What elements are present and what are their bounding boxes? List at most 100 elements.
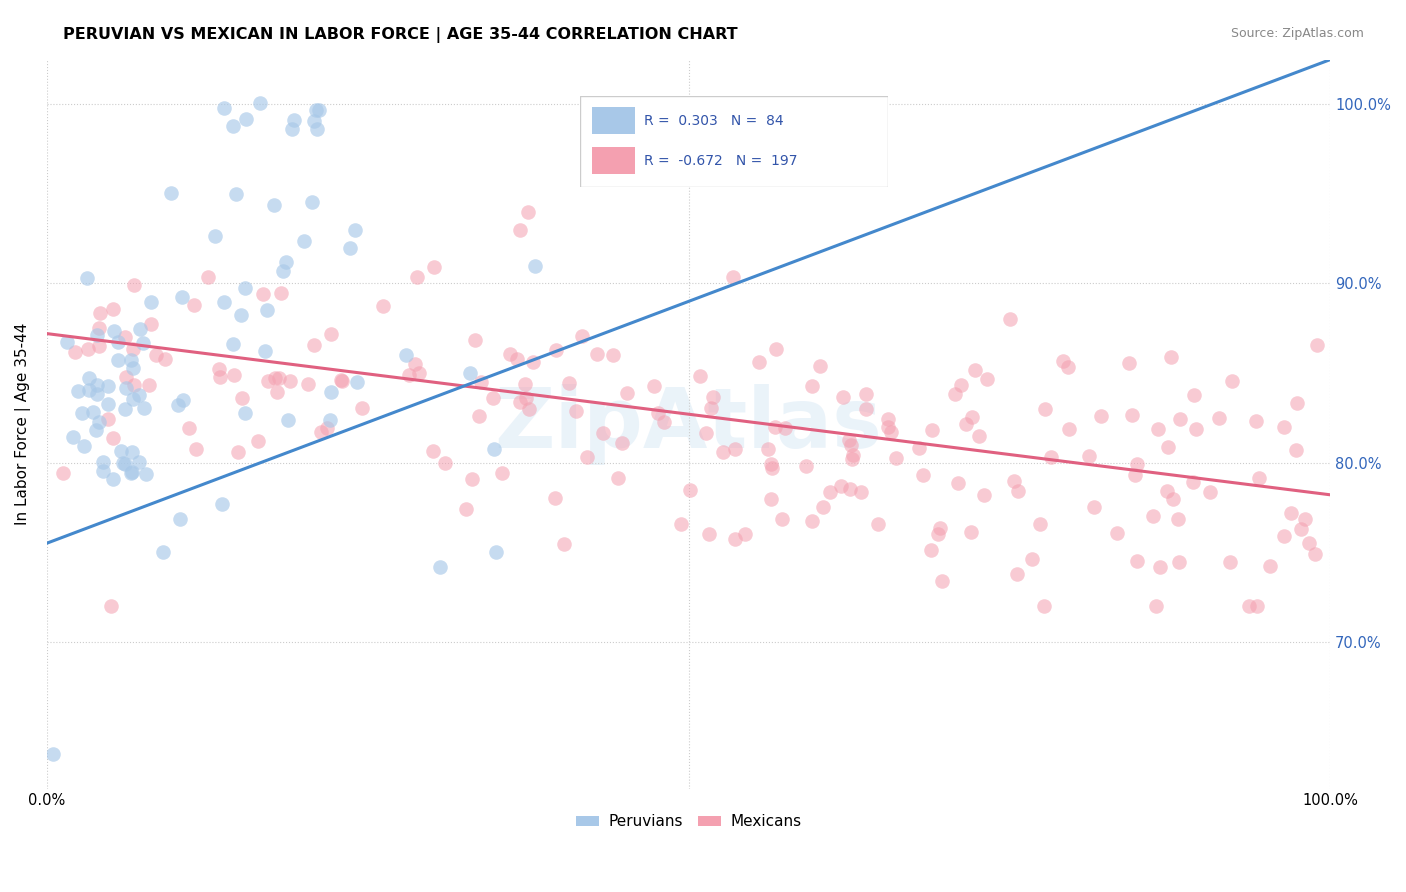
Point (252, 286, 274, 301)
Point (405, 270, 427, 285)
Point (523, 259, 546, 273)
Point (695, 425, 717, 440)
Point (759, 457, 782, 471)
Point (91, 464, 114, 478)
Point (110, 443, 132, 458)
Point (499, 347, 522, 361)
Point (1208, 411, 1230, 425)
Point (546, 343, 568, 358)
Point (880, 425, 903, 440)
Point (122, 277, 145, 292)
Point (1160, 350, 1182, 364)
Point (208, 369, 231, 384)
Point (946, 475, 969, 490)
Point (120, 467, 142, 481)
Point (616, 385, 638, 400)
Point (482, 442, 505, 457)
Point (422, 260, 444, 274)
Point (309, 425, 332, 439)
Point (1168, 555, 1191, 569)
Point (97, 397, 120, 411)
Point (107, 352, 129, 367)
Point (132, 336, 155, 351)
Point (122, 361, 145, 376)
Point (247, 434, 270, 449)
Point (114, 381, 136, 395)
Point (928, 521, 950, 535)
Point (509, 223, 531, 237)
Point (920, 542, 942, 557)
Point (86, 378, 108, 392)
Point (711, 445, 734, 459)
Point (877, 412, 900, 426)
Point (138, 378, 160, 392)
Point (967, 429, 990, 443)
Point (1021, 551, 1043, 566)
Point (564, 404, 586, 418)
Point (233, 281, 256, 295)
Point (553, 536, 575, 550)
Point (911, 468, 934, 483)
Point (602, 348, 624, 362)
Point (172, 393, 194, 408)
Point (224, 368, 246, 383)
Point (855, 387, 877, 401)
Point (1144, 599, 1167, 613)
Point (297, 376, 319, 391)
Point (1147, 422, 1170, 436)
Point (734, 527, 756, 541)
Point (86, 327, 108, 342)
Point (1246, 599, 1268, 613)
Point (166, 398, 188, 412)
Point (759, 492, 782, 507)
Point (319, 385, 342, 400)
Point (1007, 484, 1029, 499)
Point (851, 484, 873, 499)
Point (1105, 526, 1128, 541)
Point (277, 413, 299, 427)
Point (841, 438, 863, 452)
Point (70, 406, 93, 420)
Point (429, 559, 451, 574)
Point (1126, 554, 1149, 568)
Point (460, 472, 482, 486)
Point (544, 491, 567, 505)
Point (1285, 442, 1308, 457)
Point (1272, 528, 1295, 542)
Point (513, 377, 536, 392)
Point (114, 401, 136, 416)
Point (395, 348, 418, 362)
Point (128, 455, 150, 469)
Point (586, 347, 609, 361)
Y-axis label: In Labor Force | Age 35-44: In Labor Force | Age 35-44 (15, 323, 31, 525)
Point (1247, 471, 1270, 485)
Point (509, 394, 531, 409)
Point (1185, 422, 1208, 436)
Point (346, 375, 368, 389)
Point (1057, 359, 1080, 374)
Point (87, 320, 110, 334)
Point (576, 450, 599, 464)
Point (316, 421, 339, 435)
Point (82, 405, 104, 419)
Point (214, 101, 236, 115)
Point (724, 442, 747, 457)
Point (305, 103, 328, 117)
Point (931, 574, 953, 588)
Point (434, 456, 457, 470)
Point (65, 345, 87, 359)
Point (197, 269, 219, 284)
Point (960, 409, 983, 424)
Point (1298, 536, 1320, 550)
Point (211, 498, 233, 512)
Point (1142, 508, 1164, 523)
Point (225, 187, 247, 202)
Point (724, 533, 747, 547)
Point (830, 479, 852, 493)
Point (884, 450, 907, 465)
Point (1220, 374, 1243, 388)
Point (1161, 491, 1184, 506)
Point (160, 186, 183, 201)
Point (1260, 559, 1282, 574)
Point (921, 423, 943, 437)
